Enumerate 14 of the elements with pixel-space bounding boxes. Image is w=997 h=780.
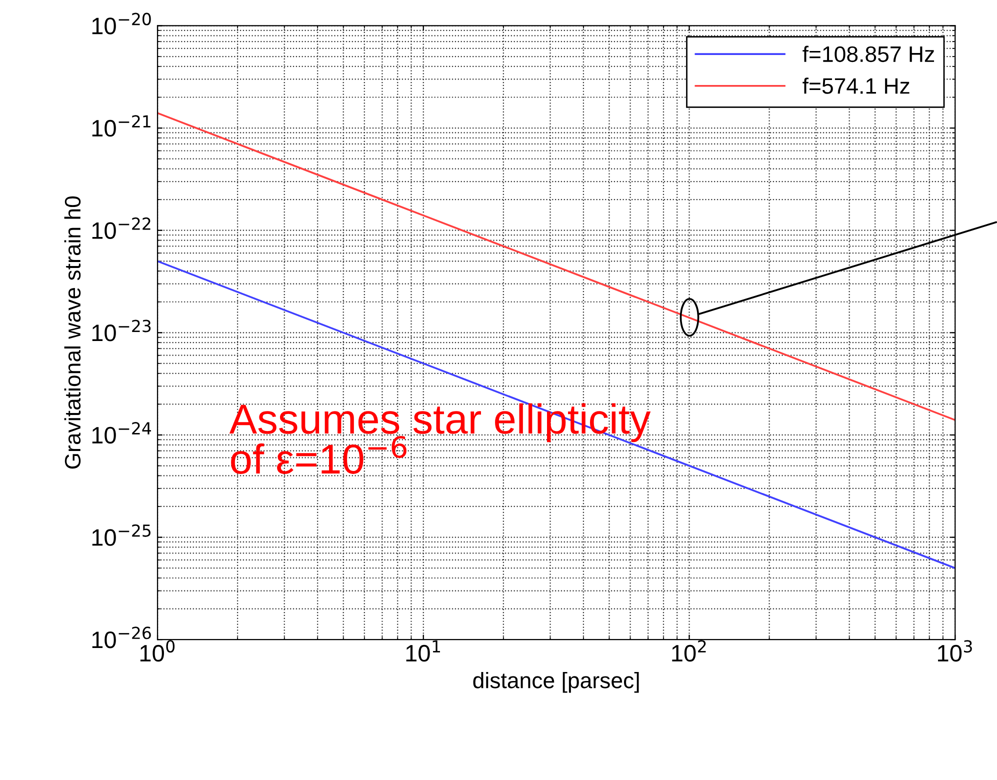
x-tick-label: 10$^{1}$ bbox=[406, 640, 440, 662]
y-tick-label: 10$^{−24}$ bbox=[92, 422, 152, 444]
y-tick-label: 10$^{−22}$ bbox=[92, 217, 150, 239]
y-tick-label: 10$^{−21}$ bbox=[92, 115, 150, 137]
x-tick-label: 10$^{3}$ bbox=[938, 640, 972, 662]
y-tick-label: 10$^{−25}$ bbox=[92, 524, 150, 546]
y-axis-title: Gravitational wave strain h0 bbox=[64, 196, 81, 469]
x-axis-title: distance [parsec] bbox=[473, 672, 639, 693]
x-tick-label: 10$^{2}$ bbox=[672, 640, 706, 662]
line-series bbox=[158, 260, 956, 569]
y-tick-label: 10$^{−23}$ bbox=[92, 320, 151, 342]
y-tick-label: 10$^{−20}$ bbox=[92, 12, 151, 34]
legend-label: f=108.857 Hz bbox=[802, 46, 934, 62]
legend-label: f=574.1 Hz bbox=[802, 78, 910, 94]
